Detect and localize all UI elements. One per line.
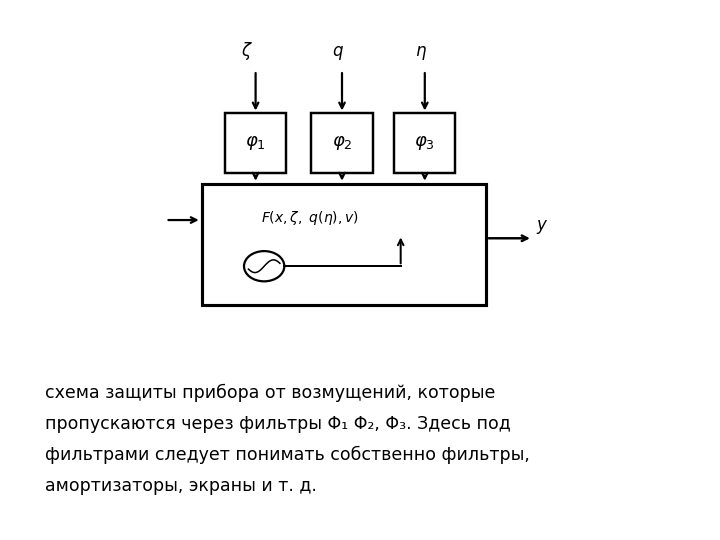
Text: $q$: $q$ [333, 44, 344, 62]
Bar [202, 184, 486, 305]
Bar [395, 113, 455, 173]
Bar [311, 113, 373, 173]
Text: $y$: $y$ [536, 218, 549, 235]
Text: амортизаторы, экраны и т. д.: амортизаторы, экраны и т. д. [45, 477, 317, 495]
Text: $\zeta$: $\zeta$ [241, 40, 253, 62]
Text: $\varphi_1$: $\varphi_1$ [246, 134, 266, 152]
Bar [225, 113, 287, 173]
Text: пропускаются через фильтры Φ₁ Φ₂, Φ₃. Здесь под: пропускаются через фильтры Φ₁ Φ₂, Φ₃. Зд… [45, 415, 510, 433]
Text: схема защиты прибора от возмущений, которые: схема защиты прибора от возмущений, кото… [45, 383, 495, 402]
Text: $\varphi_3$: $\varphi_3$ [415, 134, 435, 152]
Text: $\varphi_2$: $\varphi_2$ [332, 134, 352, 152]
Text: $\eta$: $\eta$ [415, 44, 427, 62]
Text: фильтрами следует понимать собственно фильтры,: фильтрами следует понимать собственно фи… [45, 446, 529, 464]
Text: $F(x,\zeta,\ q(\eta),v)$: $F(x,\zeta,\ q(\eta),v)$ [261, 208, 359, 227]
